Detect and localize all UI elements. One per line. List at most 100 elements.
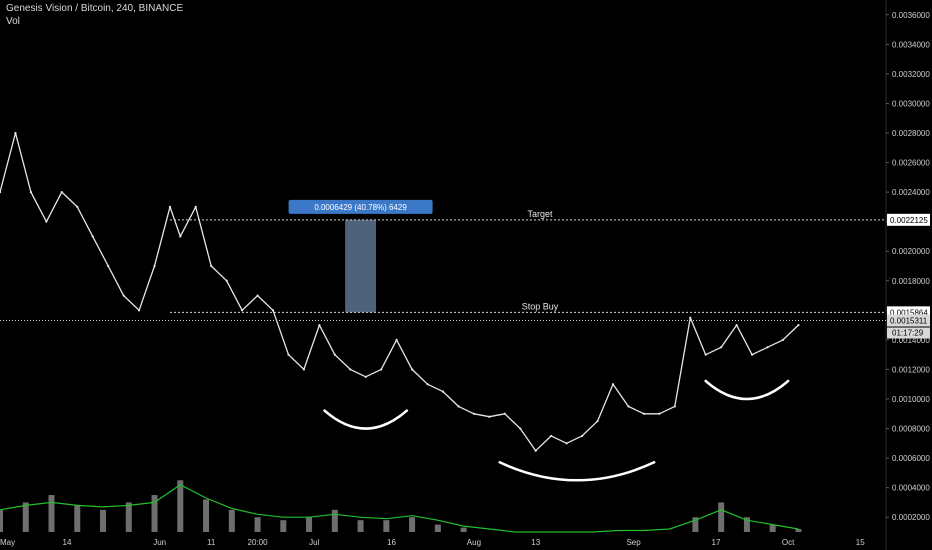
countdown-tag [887, 327, 930, 339]
price-point [735, 324, 738, 327]
x-tick-label: 20:00 [248, 538, 269, 547]
volume-bar [434, 524, 441, 532]
price-point [658, 412, 661, 415]
y-tick-label: 0.0002000 [892, 513, 930, 522]
x-tick-label: Jul [309, 538, 319, 547]
price-point [534, 449, 537, 452]
symbol-title: Genesis Vision / Bitcoin, 240, BINANCE [6, 3, 184, 14]
target-label: Target [527, 209, 553, 219]
volume-bar [100, 509, 107, 532]
price-point [0, 191, 2, 194]
price-line [0, 132, 799, 452]
price-point [642, 412, 645, 415]
x-tick-label: 15 [856, 538, 865, 547]
price-point [503, 412, 506, 415]
y-tick-label: 0.0034000 [892, 40, 930, 49]
price-point [426, 383, 429, 386]
measure-label: 0.0006429 (40.78%) 6429 [314, 203, 407, 212]
volume-bar [795, 529, 802, 532]
y-tick-label: 0.0014000 [892, 336, 930, 345]
volume-bar [743, 517, 750, 532]
price-point [797, 324, 800, 327]
price-point [673, 405, 676, 408]
volume-bar [357, 520, 364, 532]
price-point [14, 131, 17, 135]
measure-label-bg [288, 199, 433, 214]
volume-bar [280, 520, 287, 532]
x-tick-label: 14 [63, 538, 72, 547]
x-tick-label: 17 [712, 538, 721, 547]
volume-bar [22, 502, 29, 532]
y-tick-label: 0.0020000 [892, 247, 930, 256]
volume-pane [0, 480, 802, 533]
price-point [781, 338, 785, 341]
y-tick-label: 0.0018000 [892, 277, 930, 286]
volume-bar [125, 502, 132, 532]
x-tick-label: May [0, 538, 15, 547]
price-point [333, 353, 336, 356]
volume-bar [383, 520, 390, 532]
volume-bar [151, 495, 158, 532]
target-axis-tag [887, 213, 930, 226]
y-tick-label: 0.0010000 [892, 395, 930, 404]
price-point [627, 405, 630, 408]
x-tick-label: 13 [531, 538, 540, 547]
price-point [441, 390, 445, 393]
volume-bar [692, 517, 699, 532]
volume-bar [203, 499, 210, 532]
time-axis[interactable]: May 14 Jun 11 20:00 Jul 16 Aug 13 Sep 17 Oct 15 [0, 538, 865, 547]
price-point [596, 420, 599, 423]
price-point [122, 294, 125, 297]
price-point [550, 434, 553, 438]
price-point [410, 368, 414, 371]
right-shoulder-arc [704, 379, 790, 401]
price-point [91, 235, 94, 238]
price-point [519, 427, 522, 430]
volume-bar [769, 524, 776, 532]
price-point [29, 191, 33, 194]
price-point [565, 442, 568, 445]
volume-bar [460, 527, 467, 532]
price-point [76, 205, 79, 208]
volume-bar [177, 480, 184, 532]
x-tick-label: 16 [387, 538, 396, 547]
price-point [395, 338, 398, 341]
price-point [472, 412, 476, 415]
stop-buy-axis-value: 0.0015864 [890, 308, 928, 317]
price-point [153, 264, 156, 268]
last-price-axis-tag [887, 314, 930, 327]
y-tick-label: 0.0004000 [892, 484, 930, 493]
price-point [766, 346, 769, 349]
price-point [720, 346, 723, 349]
measure-box [345, 219, 377, 313]
countdown-value: 01:17:29 [892, 329, 924, 338]
price-point [179, 235, 182, 238]
x-tick-label: Oct [782, 538, 795, 547]
price-point [45, 220, 48, 223]
price-point [488, 415, 491, 418]
head-arc [498, 461, 656, 482]
volume-bar [306, 517, 313, 532]
last-price-axis-value: 0.0015311 [890, 317, 928, 326]
price-point [380, 368, 383, 371]
price-point [349, 368, 352, 371]
price-point [168, 205, 172, 208]
price-point [750, 353, 754, 356]
y-tick-label: 0.0024000 [892, 188, 930, 197]
y-tick-label: 0.0036000 [892, 11, 930, 20]
drawing-layer[interactable]: 0.0006429 (40.78%) 6429 Target 0.0022125 St… [0, 199, 930, 482]
price-point [457, 405, 460, 408]
volume-bar [331, 509, 338, 532]
y-tick-label: 0.0026000 [892, 159, 930, 168]
price-point [256, 294, 259, 297]
x-tick-label: Jun [153, 538, 166, 547]
x-tick-label: 11 [207, 538, 216, 547]
stop-buy-label: Stop Buy [522, 301, 559, 311]
y-tick-label: 0.0012000 [892, 365, 930, 374]
price-point [210, 264, 213, 268]
volume-bar [718, 502, 725, 532]
price-axis[interactable]: 0.0036000 0.0034000 0.0032000 0.0030000 0.00… [886, 11, 930, 522]
volume-bar [254, 517, 261, 532]
